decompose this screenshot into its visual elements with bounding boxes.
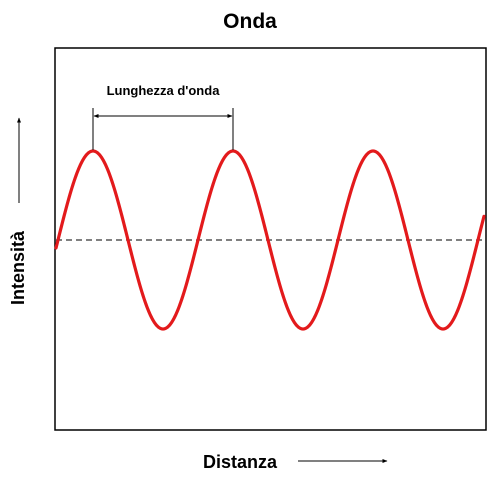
diagram-title: Onda bbox=[223, 10, 277, 33]
x-axis-label: Distanza bbox=[203, 452, 278, 472]
wavelength-label: Lunghezza d'onda bbox=[107, 83, 221, 98]
sine-wave bbox=[54, 149, 486, 331]
y-axis-label: Intensità bbox=[8, 230, 28, 305]
plot-frame bbox=[54, 47, 487, 431]
